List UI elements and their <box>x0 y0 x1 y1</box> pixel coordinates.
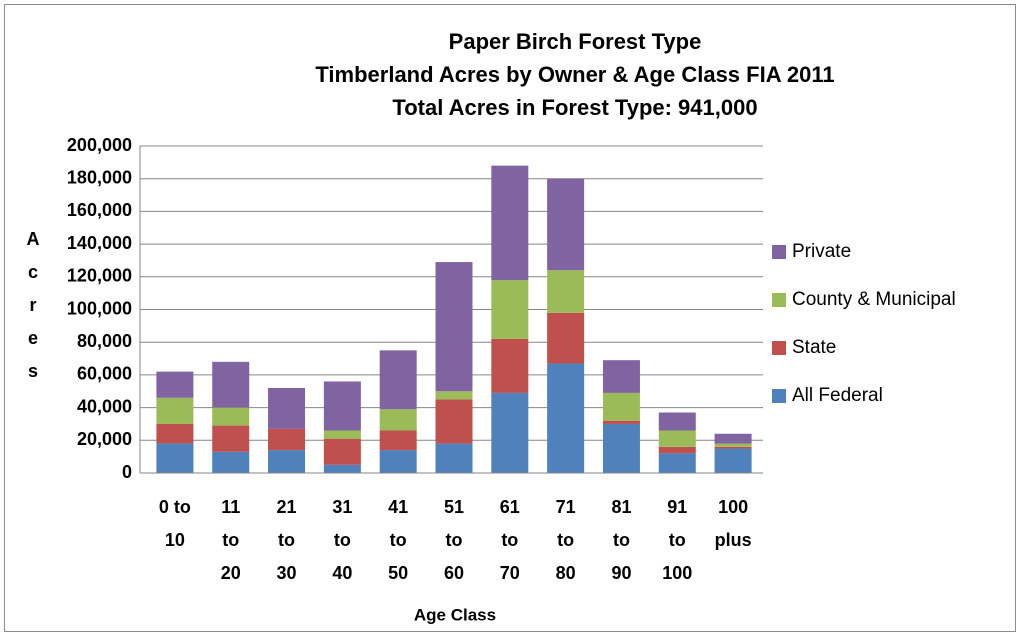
bar-segment <box>323 438 361 465</box>
x-tick-label: 61 to 70 <box>500 497 520 583</box>
bar-segment <box>658 412 696 431</box>
y-tick-label: 180,000 <box>67 167 132 187</box>
y-tick-label: 120,000 <box>67 266 132 286</box>
bar-segment <box>323 464 361 473</box>
x-tick-label: 100 plus <box>715 497 752 550</box>
bar-segment <box>714 446 752 449</box>
bar-segment <box>547 312 585 364</box>
bar-segment <box>379 350 417 410</box>
bar-segment <box>323 381 361 431</box>
bar-segment <box>323 430 361 439</box>
bar-segment <box>435 399 473 444</box>
legend-label: County & Municipal <box>792 289 956 310</box>
bar-segment <box>379 450 417 473</box>
bar-segment <box>156 371 194 398</box>
bar-segment <box>602 423 640 473</box>
bar-segment <box>435 391 473 400</box>
legend-label: All Federal <box>792 385 883 406</box>
bar-segment <box>658 430 696 447</box>
bar-segment <box>156 443 194 473</box>
bar-segment <box>547 270 585 313</box>
bar-segment <box>658 446 696 454</box>
y-tick-label: 140,000 <box>67 233 132 253</box>
legend-label: State <box>792 337 836 358</box>
bar-segment <box>212 451 250 473</box>
chart-title: Total Acres in Forest Type: 941,000 <box>392 95 757 120</box>
x-axis-label: Age Class <box>414 605 496 624</box>
bar-segment <box>212 361 250 408</box>
bar-segment <box>212 425 250 452</box>
x-tick-label: 11 to 20 <box>221 497 241 583</box>
bar-segment <box>156 397 194 424</box>
bar-segment <box>491 392 529 473</box>
legend-swatch <box>772 245 786 259</box>
bar-segment <box>268 428 306 451</box>
bar-segment <box>379 409 417 431</box>
bar-segment <box>547 363 585 473</box>
bar-segment <box>714 448 752 473</box>
bar-segment <box>658 453 696 473</box>
bar-segment <box>379 430 417 451</box>
legend-swatch <box>772 293 786 307</box>
bar-segment <box>268 387 306 429</box>
bar-segment <box>212 407 250 426</box>
chart-title: Paper Birch Forest Type <box>449 29 702 54</box>
bar-segment <box>435 262 473 392</box>
chart-title: Timberland Acres by Owner & Age Class FI… <box>315 62 834 87</box>
x-tick-label: 31 to 40 <box>332 497 352 583</box>
y-tick-label: 80,000 <box>77 331 132 351</box>
y-tick-label: 160,000 <box>67 200 132 220</box>
bar-segment <box>714 433 752 444</box>
bar-segment <box>268 450 306 473</box>
x-tick-label: 51 to 60 <box>444 497 464 583</box>
x-tick-label: 21 to 30 <box>277 497 297 583</box>
bar-segment <box>491 280 529 339</box>
bar-segment <box>547 178 585 271</box>
y-tick-label: 20,000 <box>77 429 132 449</box>
x-tick-label: 41 to 50 <box>388 497 408 583</box>
x-tick-label: 0 to 10 <box>159 497 191 550</box>
y-tick-label: 200,000 <box>67 135 132 155</box>
x-tick-label: 81 to 90 <box>611 497 631 583</box>
legend-swatch <box>772 389 786 403</box>
bar-segment <box>714 443 752 447</box>
bar-segment <box>602 360 640 393</box>
legend-swatch <box>772 341 786 355</box>
x-tick-label: 71 to 80 <box>556 497 576 583</box>
legend-label: Private <box>792 241 851 262</box>
bar-segment <box>491 165 529 281</box>
y-tick-label: 60,000 <box>77 364 132 384</box>
x-tick-label: 91 to 100 <box>662 497 692 583</box>
y-tick-label: 100,000 <box>67 298 132 318</box>
bar-segment <box>491 338 529 393</box>
bar-segment <box>602 420 640 424</box>
bar-segment <box>602 392 640 421</box>
y-tick-label: 0 <box>122 462 132 482</box>
bar-segment <box>435 443 473 473</box>
bar-segment <box>156 423 194 444</box>
y-tick-label: 40,000 <box>77 396 132 416</box>
